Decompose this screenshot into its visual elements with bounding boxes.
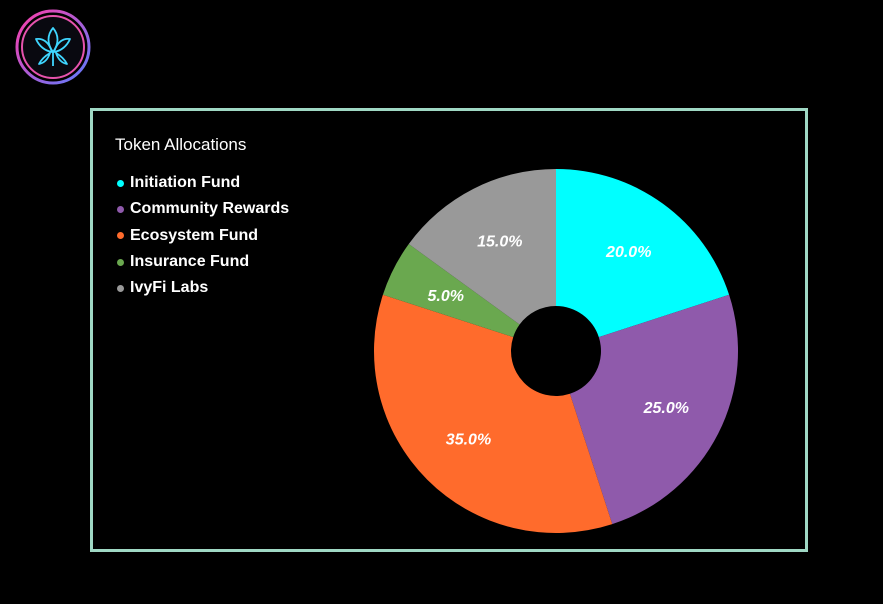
slice-data-label: 20.0% (605, 244, 651, 261)
chart-legend: Initiation Fund Community Rewards Ecosyste… (117, 170, 289, 301)
legend-item: Initiation Fund (117, 170, 289, 196)
legend-swatch (117, 232, 124, 240)
legend-swatch (117, 258, 124, 266)
chart-frame: Token Allocations Initiation Fund Communi… (90, 108, 808, 552)
legend-item: Community Rewards (117, 196, 289, 222)
pie-slice (373, 294, 613, 533)
legend-swatch (117, 205, 124, 213)
slice-data-label: 35.0% (446, 432, 491, 449)
ivy-leaf-icon (15, 9, 91, 85)
ivyfi-logo (14, 8, 92, 86)
chart-title: Token Allocations (115, 135, 247, 154)
legend-label: IvyFi Labs (130, 279, 209, 297)
slice-data-label: 25.0% (643, 400, 689, 417)
legend-label: Insurance Fund (130, 253, 250, 271)
legend-swatch (117, 284, 124, 292)
legend-swatch (117, 179, 124, 187)
pie-slice (569, 294, 738, 525)
pie-chart: 20.0% 25.0% 35.0% 5.0% 15.0% (373, 169, 738, 533)
slice-data-label: 5.0% (427, 288, 463, 305)
pie-slice (556, 169, 730, 338)
legend-item: IvyFi Labs (117, 275, 289, 301)
legend-label: Initiation Fund (130, 174, 241, 192)
pie-slice (408, 169, 556, 325)
pie-slice (382, 244, 520, 338)
legend-label: Community Rewards (130, 200, 290, 218)
legend-item: Ecosystem Fund (117, 223, 289, 249)
legend-item: Insurance Fund (117, 249, 289, 275)
legend-label: Ecosystem Fund (130, 226, 259, 244)
slice-data-label: 15.0% (477, 234, 522, 251)
